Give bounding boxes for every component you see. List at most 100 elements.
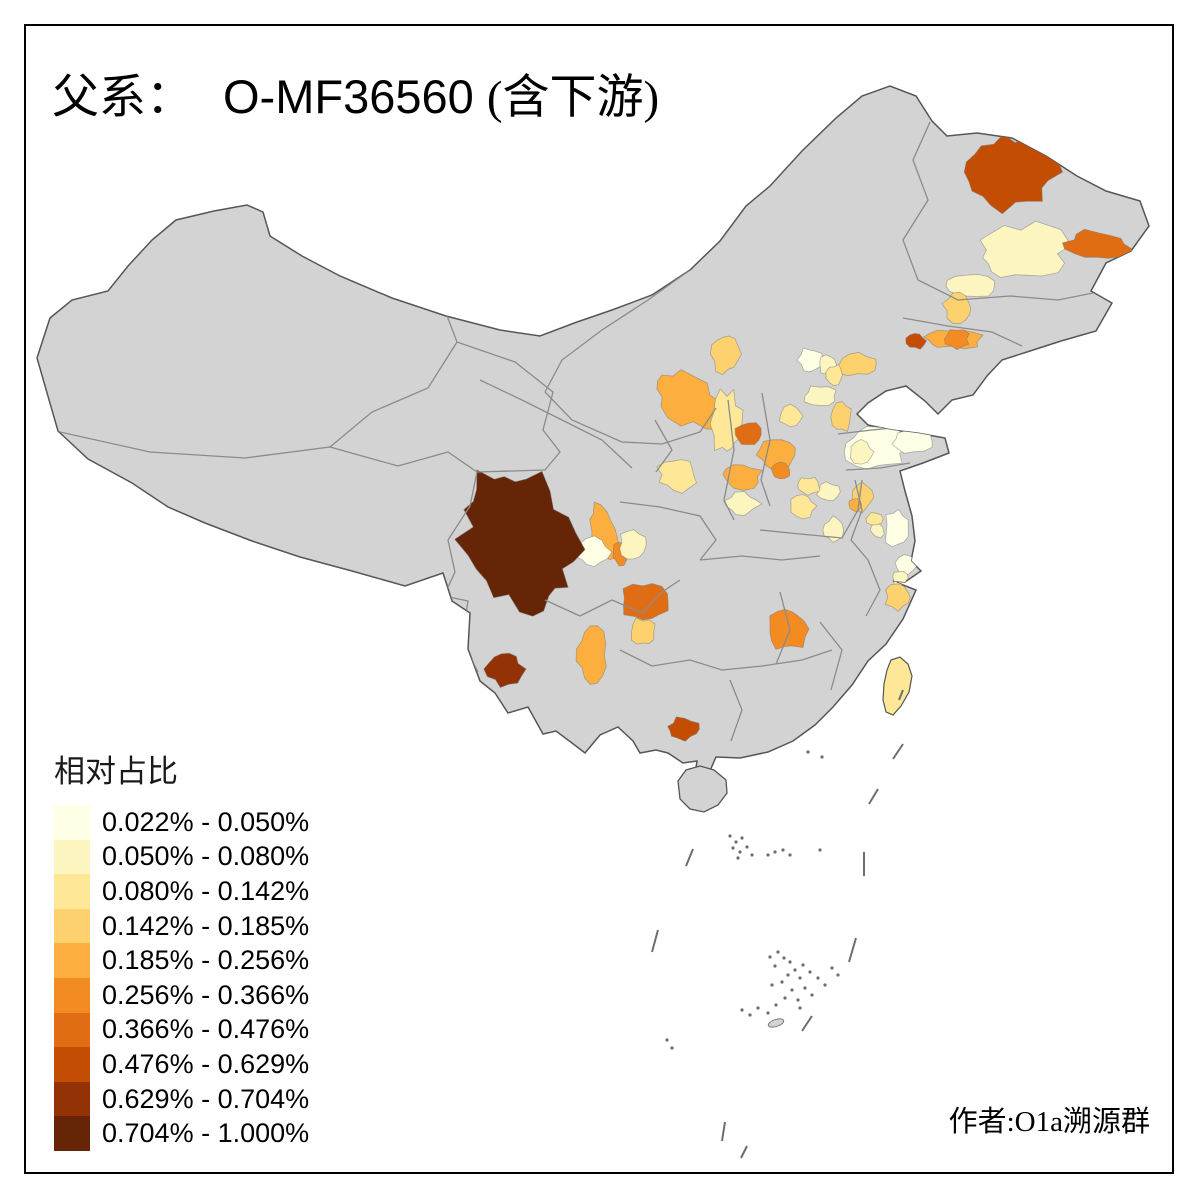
sea-island-dot [734,840,738,844]
sea-island-dot [773,850,777,854]
prefecture-region-class-7 [734,422,762,446]
taiwan-island [882,656,913,716]
sea-island-dot [750,853,754,857]
prefecture-region-class-4 [630,617,656,645]
nine-dash-line-segment [721,1121,726,1142]
legend-label-5: 0.185% - 0.256% [102,945,310,976]
prefecture-region-class-2 [979,220,1072,278]
sea-island-dot [766,1011,770,1015]
attribution: 作者:O1a溯源群 [949,1098,1150,1140]
nine-dash-line-segment [685,848,694,867]
province-border-line [699,555,821,561]
legend-swatch-8 [54,1047,90,1082]
province-border-line [850,479,881,617]
sea-island-dot [820,755,824,759]
legend-label-8: 0.476% - 0.629% [102,1048,310,1079]
province-border-line [544,391,717,445]
sea-island-dot [736,856,740,860]
prefecture-region-class-5 [575,625,607,685]
legend-label-3: 0.080% - 0.142% [102,875,310,906]
sea-island-dot [798,1006,802,1010]
sea-island-dot [783,996,787,1000]
sea-island-dot [774,1003,778,1007]
legend-label-10: 0.704% - 1.000% [102,1118,310,1149]
legend-row-6: 0.256% - 0.366% [54,977,309,1013]
sea-island-dot [790,988,794,992]
sea-island-dot [776,950,780,954]
prefecture-region-class-6 [770,461,791,480]
sea-island-dot [803,986,807,990]
legend-swatch-10 [54,1116,90,1151]
prefecture-region-class-3 [790,494,818,520]
legend-row-9: 0.629% - 0.704% [54,1081,309,1117]
prefecture-region-class-2 [945,273,995,297]
legend-row-5: 0.185% - 0.256% [54,943,309,978]
nine-dash-line-segment [740,1145,748,1159]
nine-dash-line-segment [848,937,857,963]
legend-row-2: 0.050% - 0.080% [54,839,310,875]
legend-row-3: 0.080% - 0.142% [54,874,309,909]
legend-rows: 0.022% - 0.050% 0.050% - 0.080% 0.080% - 0… [54,805,309,1151]
prefecture-region-class-1 [884,508,909,548]
legend-title: 相对占比 [54,754,178,789]
sea-island-dot [780,980,784,984]
prefecture-region-class-2 [869,521,885,539]
prefecture-region-class-2 [619,529,647,560]
province-border-line [902,121,931,281]
legend-label-1: 0.022% - 0.050% [102,806,310,837]
legend-swatch-4 [54,908,90,944]
province-border-line [917,279,1099,301]
prefecture-region-class-10 [454,469,586,617]
sea-island-dot [801,963,805,967]
province-border-line [845,462,911,471]
legend-row-1: 0.022% - 0.050% [54,805,309,840]
legend-swatch-1 [54,805,90,840]
legend-row-4: 0.142% - 0.185% [54,908,309,944]
sea-island-dot [796,998,800,1002]
nine-dash-line-segment [892,743,904,760]
prefecture-region-class-2 [803,385,837,406]
nine-dash-line-segment [801,1015,813,1032]
prefecture-region-class-2 [822,515,844,543]
sea-island-dot [788,960,792,964]
prefecture-region-class-3 [779,403,804,428]
legend-label-2: 0.050% - 0.080% [102,841,310,872]
prefecture-region-class-1 [796,347,824,373]
prefecture-region-class-8 [905,333,928,350]
province-border-line [654,419,673,473]
prefecture-region-class-4 [709,335,742,376]
sea-island-dot [731,846,735,850]
title-haplogroup: O-MF36560 [223,70,474,123]
sea-island-dot [793,968,797,972]
legend-row-7: 0.366% - 0.476% [54,1012,310,1048]
sea-island-dot [773,964,777,968]
sea-island-dot [748,1013,752,1017]
province-border-line [59,431,331,459]
sea-island-dot [770,983,774,987]
province-border-line [723,399,735,521]
attribution-text: 作者:O1a溯源群 [948,1106,1150,1138]
map-title: 父系： O-MF36560 (含下游) [52,58,659,127]
prefecture-region-class-2 [850,438,875,465]
sea-island-dot [738,850,742,854]
prefecture-region-class-2 [723,491,763,517]
sea-island-dot [665,1038,669,1042]
sea-island-dot [798,976,802,980]
prefecture-region-class-4 [830,401,852,432]
province-border-line [760,392,771,507]
province-border-line [456,341,561,473]
sea-island-dot [810,993,814,997]
province-border-line [443,505,471,597]
small-island [767,1018,785,1028]
sea-island-dot [768,955,772,959]
sea-island-dot [740,1008,744,1012]
sea-island-dot [806,750,810,754]
sea-island-dot [782,956,786,960]
prefecture-region-class-7 [1061,228,1133,259]
nine-dash-line-segment [651,929,659,953]
prefecture-region-class-8 [667,716,700,742]
prefecture-region-class-6 [943,329,970,351]
legend-label-7: 0.366% - 0.476% [102,1014,310,1045]
